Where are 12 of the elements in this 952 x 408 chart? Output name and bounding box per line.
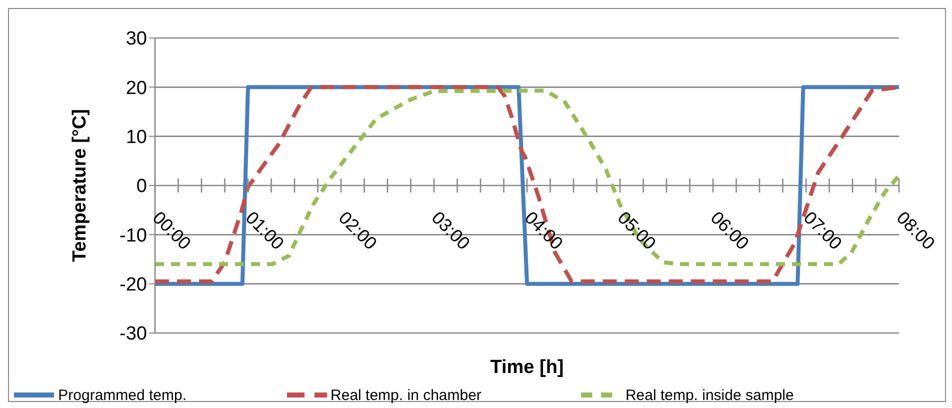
- y-tick-label: -10: [120, 225, 147, 246]
- legend-label: Real temp. inside sample: [625, 386, 794, 404]
- y-tick-label: 0: [136, 176, 147, 198]
- y-tick-label: 10: [126, 127, 147, 148]
- x-axis-title: Time [h]: [490, 357, 564, 378]
- legend-label: Real temp. in chamber: [330, 386, 482, 404]
- y-tick-label: 20: [126, 78, 147, 99]
- y-tick-label: -30: [120, 324, 147, 345]
- y-tick-label: -20: [120, 274, 147, 296]
- y-axis-title: Temperature [°C]: [70, 109, 91, 262]
- legend-label: Programmed temp.: [58, 386, 187, 404]
- y-tick-label: 30: [126, 28, 147, 50]
